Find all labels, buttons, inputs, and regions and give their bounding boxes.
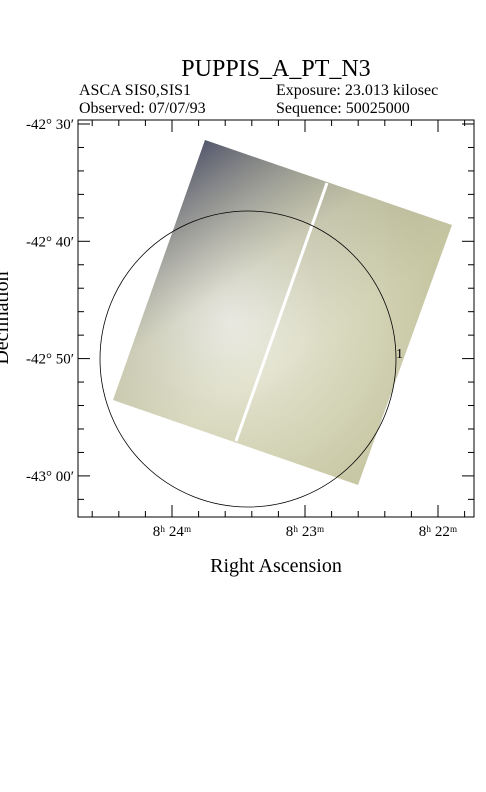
x-tick-label: 8ʰ 24ᵐ	[153, 524, 192, 540]
x-tick-label: 8ʰ 23ᵐ	[286, 524, 325, 540]
title: PUPPIS_A_PT_N3	[181, 56, 370, 82]
y-axis-label: Declination	[0, 271, 13, 364]
instrument: ASCA SIS0,SIS1	[79, 82, 191, 99]
x-axis-label: Right Ascension	[210, 555, 342, 577]
observed: Observed: 07/07/93	[79, 100, 206, 117]
y-tick-label: -42° 30′	[26, 117, 74, 133]
x-tick-label: 8ʰ 22ᵐ	[419, 524, 458, 540]
y-tick-label: -43° 00′	[26, 469, 74, 485]
y-tick-label: -42° 50′	[26, 352, 74, 368]
field-circle	[99, 210, 397, 508]
sky-image	[99, 140, 452, 508]
chip-gap	[234, 182, 329, 442]
exposure: Exposure: 23.013 kilosec	[276, 82, 438, 99]
y-tick-label: -42° 40′	[26, 234, 74, 250]
source-marker: 1	[396, 347, 403, 362]
sequence: Sequence: 50025000	[276, 100, 410, 117]
ticks: -42° 30′ -42° 40′ -42° 50′ -43° 00′ 8ʰ 24ᵐ 8ʰ…	[26, 117, 474, 540]
plot-frame	[77, 119, 475, 518]
